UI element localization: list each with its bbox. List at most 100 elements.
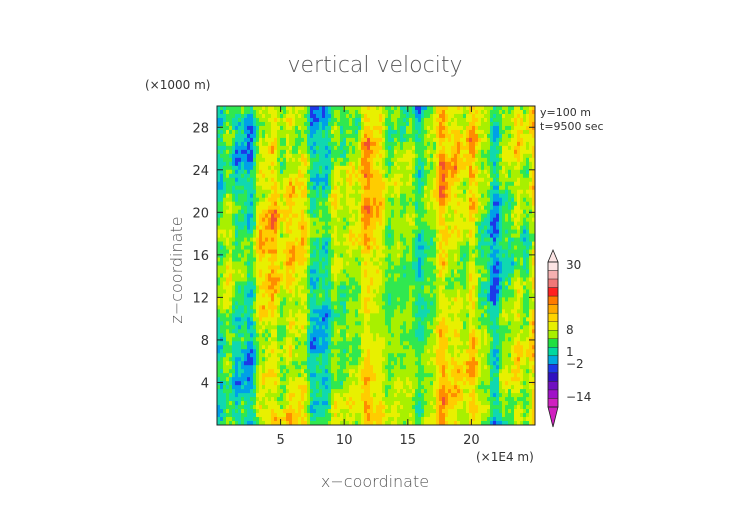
heatmap-cell <box>352 157 356 163</box>
heatmap-cell <box>382 181 386 187</box>
heatmap-cell <box>295 289 299 295</box>
heatmap-cell <box>340 361 344 366</box>
heatmap-cell <box>382 361 386 366</box>
heatmap-cell <box>235 141 239 147</box>
heatmap-cell <box>364 161 368 167</box>
heatmap-cell <box>235 413 239 418</box>
heatmap-cell <box>340 333 344 338</box>
heatmap-cell <box>328 381 332 386</box>
heatmap-cell <box>223 117 227 123</box>
heatmap-cell <box>235 121 239 127</box>
heatmap-cell <box>334 381 338 386</box>
heatmap-cell <box>376 177 380 183</box>
heatmap-cell <box>247 253 251 259</box>
heatmap-cell <box>352 265 356 271</box>
heatmap-cell <box>301 365 305 370</box>
heatmap-cell <box>361 365 365 370</box>
heatmap-cell <box>292 106 296 111</box>
heatmap-cell <box>301 357 305 362</box>
heatmap-cell <box>382 161 386 167</box>
heatmap-cell <box>220 229 224 235</box>
heatmap-cell <box>343 217 347 223</box>
heatmap-cell <box>370 137 374 143</box>
heatmap-cell <box>358 225 362 231</box>
heatmap-cell <box>304 261 308 267</box>
heatmap-cell <box>238 293 242 298</box>
heatmap-cell <box>268 113 272 119</box>
heatmap-cell <box>325 377 329 382</box>
heatmap-cell <box>388 145 392 151</box>
heatmap-cell <box>355 417 359 422</box>
heatmap-cell <box>394 353 398 358</box>
heatmap-cell <box>343 421 347 425</box>
heatmap-cell <box>316 413 320 418</box>
heatmap-cell <box>289 405 293 410</box>
heatmap-cell <box>376 397 380 402</box>
heatmap-cell <box>391 157 395 163</box>
heatmap-cell <box>259 253 263 259</box>
heatmap-cell <box>343 193 347 199</box>
heatmap-cell <box>349 181 353 187</box>
heatmap-cell <box>364 185 368 191</box>
heatmap-cell <box>319 393 323 398</box>
heatmap-cell <box>361 265 365 271</box>
heatmap-cell <box>292 353 296 358</box>
heatmap-cell <box>385 325 389 330</box>
heatmap-cell <box>343 137 347 143</box>
heatmap-cell <box>286 401 290 406</box>
heatmap-cell <box>274 157 278 163</box>
heatmap-cell <box>367 189 371 195</box>
heatmap-cell <box>376 213 380 219</box>
heatmap-cell <box>301 341 305 346</box>
heatmap-cell <box>337 381 341 386</box>
heatmap-cell <box>268 329 272 334</box>
heatmap-cell <box>220 341 224 346</box>
heatmap-cell <box>346 353 350 358</box>
heatmap-cell <box>262 261 266 267</box>
heatmap-cell <box>217 125 221 131</box>
heatmap-cell <box>286 169 290 175</box>
heatmap-cell <box>322 405 326 410</box>
heatmap-cell <box>340 125 344 131</box>
heatmap-cell <box>346 345 350 350</box>
heatmap-cell <box>328 373 332 378</box>
heatmap-cell <box>220 401 224 406</box>
heatmap-cell <box>343 185 347 191</box>
heatmap-cell <box>301 369 305 374</box>
heatmap-cell <box>271 285 275 291</box>
heatmap-cell <box>313 149 317 155</box>
heatmap-cell <box>400 157 404 163</box>
heatmap-cell <box>292 357 296 362</box>
heatmap-cell <box>277 377 281 382</box>
heatmap-cell <box>373 229 377 235</box>
heatmap-cell <box>394 153 398 159</box>
heatmap-cell <box>283 409 287 414</box>
heatmap-cell <box>286 321 290 326</box>
heatmap-cell <box>364 153 368 159</box>
heatmap-cell <box>247 321 251 326</box>
heatmap-cell <box>307 177 311 183</box>
heatmap-cell <box>322 301 326 306</box>
heatmap-cell <box>286 253 290 259</box>
heatmap-cell <box>364 341 368 346</box>
heatmap-cell <box>250 137 254 143</box>
heatmap-cell <box>355 305 359 310</box>
heatmap-cell <box>238 325 242 330</box>
heatmap-cell <box>388 361 392 366</box>
heatmap-cell <box>280 337 284 342</box>
heatmap-cell <box>331 201 335 207</box>
heatmap-cell <box>319 349 323 354</box>
heatmap-cell <box>388 209 392 215</box>
heatmap-cell <box>316 189 320 195</box>
heatmap-cell <box>265 257 269 263</box>
heatmap-cell <box>367 197 371 203</box>
heatmap-cell <box>385 157 389 163</box>
heatmap-cell <box>346 161 350 167</box>
heatmap-cell <box>382 405 386 410</box>
heatmap-cell <box>376 313 380 318</box>
heatmap-cell <box>226 153 230 159</box>
heatmap-cell <box>379 125 383 131</box>
heatmap-cell <box>370 413 374 418</box>
heatmap-cell <box>250 241 254 247</box>
